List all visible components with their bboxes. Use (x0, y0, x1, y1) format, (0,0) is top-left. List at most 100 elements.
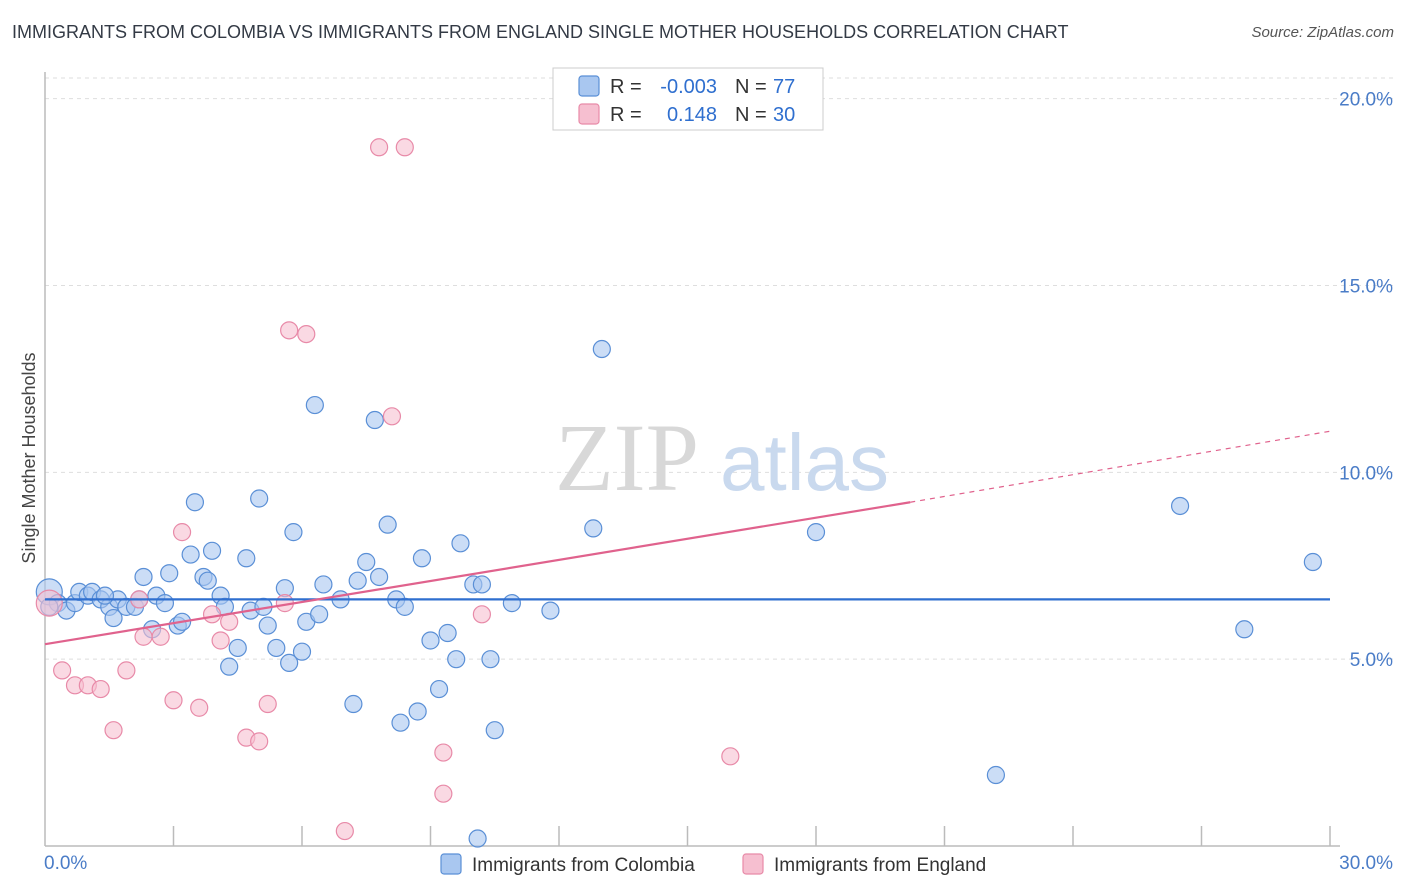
point-england (190, 698, 209, 717)
point-colombia (1170, 496, 1190, 516)
point-england (91, 679, 110, 699)
point-england (434, 743, 453, 762)
legend-swatch-colombia (578, 75, 600, 97)
point-colombia (986, 765, 1006, 785)
point-colombia (391, 713, 410, 732)
point-england (335, 821, 354, 841)
point-colombia (198, 571, 217, 590)
point-colombia (160, 564, 179, 583)
point-colombia (429, 679, 449, 699)
point-england (280, 321, 299, 340)
point-colombia (237, 549, 256, 568)
point-england (370, 138, 389, 157)
chart-title: IMMIGRANTS FROM COLOMBIA VS IMMIGRANTS F… (12, 22, 1069, 42)
watermark-atlas: atlas (720, 418, 889, 507)
point-england (258, 694, 277, 714)
point-england (382, 407, 402, 426)
point-colombia (305, 395, 324, 415)
stats-legend: R = -0.003 N = 77 R = 0.148 N = 30 (552, 67, 824, 131)
y-tick-label: 5.0% (1350, 650, 1393, 671)
point-colombia (284, 523, 303, 542)
point-colombia (1303, 552, 1322, 572)
point-colombia (280, 653, 299, 673)
point-colombia (181, 545, 200, 564)
point-colombia (104, 608, 123, 628)
point-colombia (95, 586, 115, 605)
y-tick-label: 10.0% (1339, 463, 1393, 484)
legend-r-value-1: -0.003 (660, 76, 717, 98)
point-colombia (228, 638, 247, 658)
legend-n-label-1: N = (735, 76, 767, 98)
point-england (164, 691, 183, 710)
legend-n-label-2: N = (735, 104, 767, 126)
point-england (172, 523, 192, 542)
point-colombia (451, 534, 470, 553)
bottom-legend-colombia: Immigrants from Colombia (472, 855, 695, 876)
y-axis-label: Single Mother Households (19, 352, 39, 563)
point-colombia (485, 721, 504, 740)
point-colombia (412, 549, 432, 568)
point-colombia (250, 489, 269, 508)
point-colombia (408, 702, 427, 721)
point-colombia (541, 601, 560, 620)
x-ticks (172, 826, 1331, 846)
trend-lines (44, 430, 1331, 646)
point-colombia (185, 493, 205, 512)
point-colombia (314, 575, 333, 594)
point-england (117, 661, 136, 680)
legend-r-label-2: R = (610, 104, 642, 126)
y-tick-labels: 5.0% 10.0% 15.0% 20.0% (1339, 90, 1393, 671)
source-label: Source: ZipAtlas.com (1251, 24, 1394, 41)
bottom-legend-swatch-colombia (440, 853, 462, 875)
point-colombia (1235, 620, 1254, 639)
grid-lines (45, 77, 1393, 660)
point-colombia (292, 642, 312, 661)
point-england (211, 631, 230, 650)
point-england (35, 589, 63, 617)
point-colombia (421, 631, 440, 650)
legend-swatch-england (578, 103, 600, 125)
point-england (53, 661, 72, 680)
point-colombia (468, 829, 487, 848)
y-tick-label: 20.0% (1339, 90, 1393, 111)
point-england (134, 627, 153, 646)
point-colombia (472, 575, 491, 594)
legend-n-value-2: 30 (773, 104, 795, 126)
point-colombia (481, 650, 500, 669)
trend-line-england-extrapolated (910, 430, 1331, 503)
point-colombia (357, 552, 376, 572)
point-colombia (370, 567, 389, 587)
point-england (434, 784, 453, 803)
point-england (151, 627, 170, 646)
watermark-zip: ZIP (555, 404, 699, 511)
bottom-legend-swatch-england (742, 853, 764, 875)
legend-r-value-2: 0.148 (667, 104, 717, 126)
point-colombia (155, 594, 175, 613)
point-colombia (267, 638, 286, 658)
legend-r-label-1: R = (610, 76, 642, 98)
point-england (395, 138, 414, 157)
point-colombia (584, 519, 603, 538)
point-england (297, 324, 316, 344)
point-england (472, 605, 491, 624)
point-colombia (378, 515, 397, 534)
point-colombia (258, 616, 277, 635)
point-colombia (202, 541, 222, 560)
legend-n-value-1: 77 (773, 76, 795, 98)
point-england (104, 721, 123, 740)
series-legend: Immigrants from Colombia Immigrants from… (440, 853, 986, 876)
bottom-legend-england: Immigrants from England (774, 855, 986, 876)
point-colombia (502, 594, 521, 613)
point-england (721, 747, 740, 766)
point-colombia (310, 605, 329, 624)
x-tick-label-min: 0.0% (44, 853, 87, 874)
point-colombia (365, 410, 384, 430)
point-colombia (806, 523, 826, 542)
point-colombia (438, 623, 457, 643)
point-colombia (134, 567, 153, 587)
point-england (250, 732, 269, 751)
x-tick-label-max: 30.0% (1339, 853, 1393, 874)
point-colombia (348, 571, 367, 590)
point-colombia (447, 650, 466, 669)
